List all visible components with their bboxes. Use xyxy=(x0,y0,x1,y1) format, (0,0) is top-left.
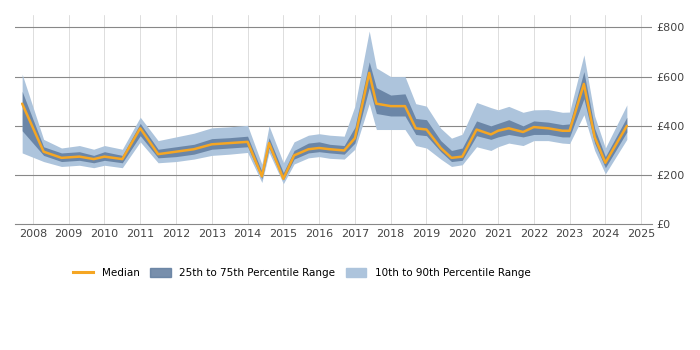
Legend: Median, 25th to 75th Percentile Range, 10th to 90th Percentile Range: Median, 25th to 75th Percentile Range, 1… xyxy=(69,264,535,282)
